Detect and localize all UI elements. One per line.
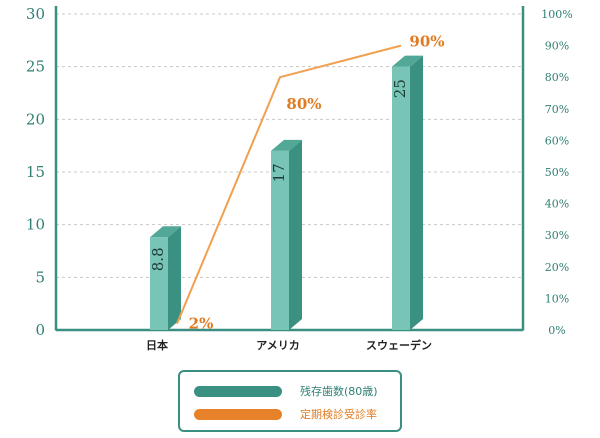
left-tick-label: 5 (35, 268, 45, 286)
right-tick-label: 80% (545, 71, 569, 84)
right-tick-label: 0% (548, 324, 565, 337)
bar-front (271, 150, 289, 330)
legend-item-bars: 残存歯数(80歳) (194, 383, 378, 399)
bar: 8.8 (149, 226, 181, 330)
legend-label-line: 定期検診受診率 (300, 408, 377, 421)
legend-item-line: 定期検診受診率 (194, 406, 377, 422)
axes (54, 6, 525, 332)
category-labels: 日本 アメリカ スウェーデン (146, 338, 432, 352)
line-path (176, 44, 402, 325)
right-tick-label: 60% (545, 134, 569, 147)
left-tick-label: 30 (26, 5, 45, 23)
right-tick-label: 40% (545, 198, 569, 211)
bar-side (410, 55, 423, 331)
line-point-label: 80% (286, 95, 321, 113)
right-axis-ticks: 0% 10% 20% 30% 40% 50% 60% 70% 80% 90% 100% (541, 8, 572, 337)
bar-top (150, 226, 181, 238)
left-tick-label: 25 (26, 58, 45, 76)
right-tick-label: 50% (545, 166, 569, 179)
right-tick-label: 100% (541, 8, 572, 21)
left-tick-label: 10 (26, 216, 45, 234)
category-label: 日本 (146, 338, 168, 352)
legend-label-bars: 残存歯数(80歳) (300, 385, 378, 398)
bar-front (392, 66, 410, 331)
bar-series: 8.8 17 25 (149, 55, 423, 331)
line-point-label: 90% (409, 33, 444, 51)
line-series: 2% 80% 90% (176, 33, 445, 333)
category-label: アメリカ (256, 339, 299, 352)
bar: 25 (391, 55, 423, 331)
right-tick-label: 10% (545, 292, 569, 305)
bar-side (168, 226, 181, 330)
bar-top (392, 55, 423, 67)
bar-value-label: 25 (391, 79, 409, 98)
left-axis-ticks: 0 5 10 15 20 25 30 (26, 5, 45, 339)
bar-value-label: 17 (270, 163, 288, 182)
bar: 17 (270, 139, 302, 330)
line-point-label: 2% (189, 315, 214, 333)
legend: 残存歯数(80歳) 定期検診受診率 (178, 370, 402, 432)
category-label: スウェーデン (366, 338, 432, 352)
bar-value-label: 8.8 (149, 247, 167, 271)
legend-swatch-line (194, 408, 282, 420)
bar-side (289, 139, 302, 330)
legend-swatch-bars (194, 385, 282, 397)
left-tick-label: 15 (26, 163, 45, 181)
bar-front (150, 237, 168, 330)
left-tick-label: 0 (35, 321, 45, 339)
right-tick-label: 70% (545, 103, 569, 116)
left-tick-label: 20 (26, 110, 45, 128)
bar-top (271, 139, 302, 151)
right-tick-label: 90% (545, 40, 569, 53)
right-tick-label: 20% (545, 261, 569, 274)
right-tick-label: 30% (545, 229, 569, 242)
